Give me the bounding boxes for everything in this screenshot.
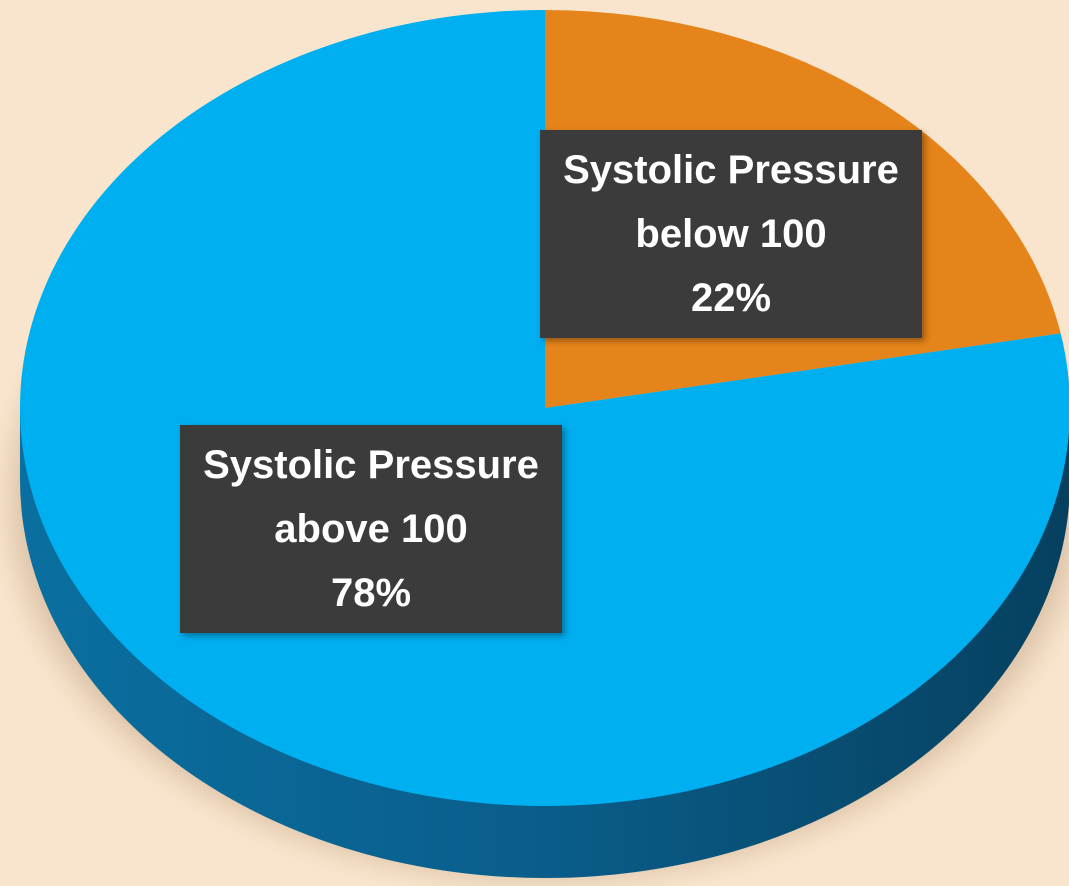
slice-label: Systolic Pressure below 100 [563,148,899,256]
value-label: 78% [330,571,412,615]
value-label: 22% [690,276,772,320]
label-box: Systolic Pressure above 100 78% [180,425,562,633]
slice-label: Systolic Pressure above 100 [203,443,539,551]
label-box: Systolic Pressure below 100 22% [540,130,922,338]
